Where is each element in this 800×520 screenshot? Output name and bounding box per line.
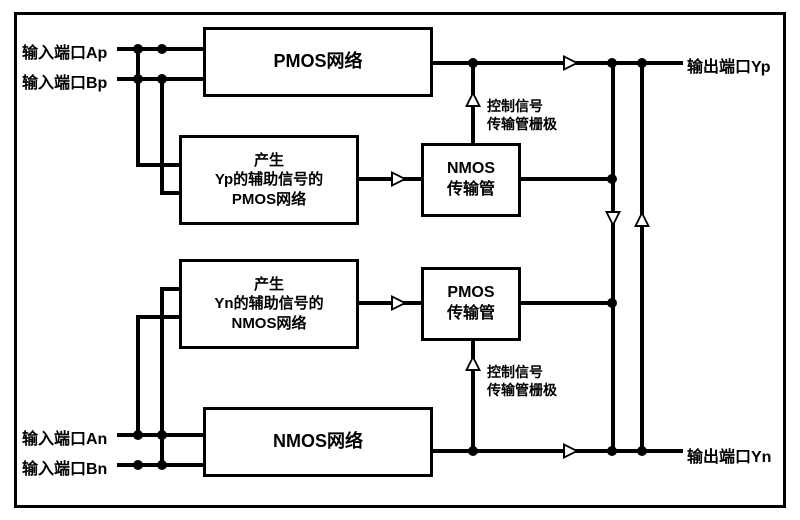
port-bp: 输入端口Bp bbox=[22, 69, 107, 93]
box-pmos-network: PMOS网络 bbox=[203, 27, 433, 97]
wire bbox=[160, 287, 179, 291]
hollow-arrow-icon bbox=[634, 211, 650, 227]
wire bbox=[521, 177, 615, 181]
ctrl-label-top: 控制信号 传输管栅极 bbox=[487, 97, 557, 133]
ctrl-label-top-2: 传输管栅极 bbox=[487, 115, 557, 133]
box-aux-yp-pmos: 产生 Yp的辅助信号的 PMOS网络 bbox=[179, 135, 359, 225]
wire bbox=[521, 301, 615, 305]
hollow-arrow-icon bbox=[465, 91, 481, 107]
wire bbox=[359, 177, 421, 181]
wire bbox=[160, 191, 179, 195]
wire bbox=[136, 47, 140, 167]
hollow-arrow-icon bbox=[391, 171, 407, 187]
box-aux-yn-nmos: 产生 Yn的辅助信号的 NMOS网络 bbox=[179, 259, 359, 349]
port-yp: 输出端口Yp bbox=[687, 53, 771, 77]
node-dot bbox=[607, 174, 617, 184]
hollow-arrow-icon bbox=[391, 295, 407, 311]
wire bbox=[359, 301, 421, 305]
ctrl-label-bot: 控制信号 传输管栅极 bbox=[487, 363, 557, 399]
hollow-arrow-icon bbox=[605, 211, 621, 227]
node-dot bbox=[607, 58, 617, 68]
wire bbox=[136, 315, 179, 319]
ctrl-label-top-1: 控制信号 bbox=[487, 97, 557, 115]
port-yn: 输出端口Yn bbox=[687, 443, 771, 467]
port-ap: 输入端口Ap bbox=[22, 39, 107, 63]
ctrl-label-bot-2: 传输管栅极 bbox=[487, 381, 557, 399]
hollow-arrow-icon bbox=[563, 443, 579, 459]
port-an: 输入端口An bbox=[22, 425, 107, 449]
box-pmos-tx: PMOS 传输管 bbox=[421, 267, 521, 341]
hollow-arrow-icon bbox=[465, 355, 481, 371]
wire bbox=[136, 163, 179, 167]
box-nmos-tx: NMOS 传输管 bbox=[421, 143, 521, 217]
wire bbox=[136, 315, 140, 435]
wire bbox=[160, 77, 164, 195]
diagram-frame: 输入端口Ap 输入端口Bp 输入端口An 输入端口Bn 输出端口Yp 输出端口Y… bbox=[14, 12, 786, 508]
port-bn: 输入端口Bn bbox=[22, 455, 107, 479]
hollow-arrow-icon bbox=[563, 55, 579, 71]
node-dot bbox=[607, 298, 617, 308]
wire bbox=[640, 61, 644, 453]
wire bbox=[611, 61, 615, 453]
node-dot bbox=[607, 446, 617, 456]
node-dot bbox=[157, 44, 167, 54]
box-nmos-network: NMOS网络 bbox=[203, 407, 433, 477]
wire bbox=[160, 287, 164, 465]
ctrl-label-bot-1: 控制信号 bbox=[487, 363, 557, 381]
node-dot bbox=[133, 460, 143, 470]
